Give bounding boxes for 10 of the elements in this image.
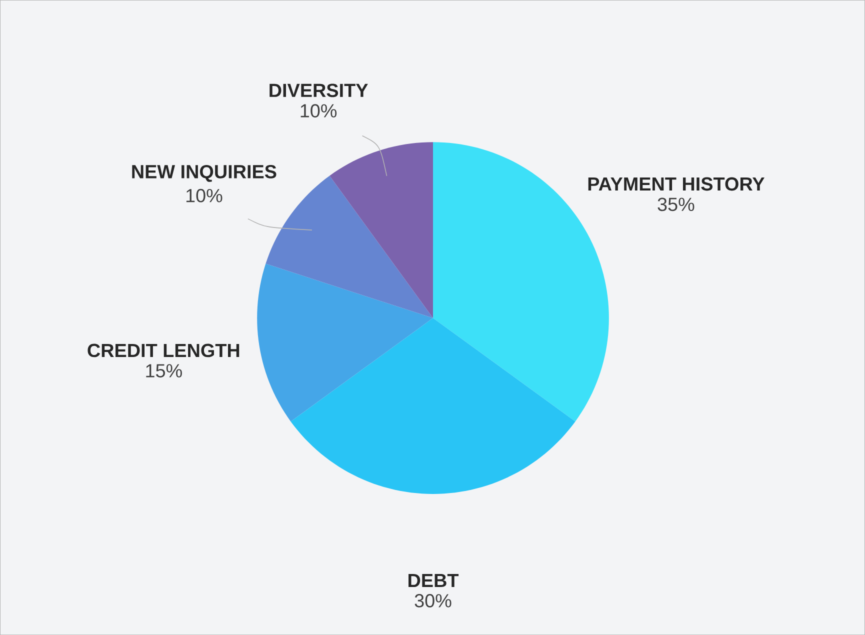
slice-label: DIVERSITY <box>270 84 368 98</box>
data-label: 35% <box>658 198 694 212</box>
data-label: 10% <box>300 104 337 118</box>
data-label: 30% <box>414 594 452 608</box>
data-label: 15% <box>146 364 182 378</box>
data-label: 10% <box>186 188 222 202</box>
slice-label: NEW INQUIRIES <box>132 164 276 182</box>
slice-label: DEBT <box>408 574 459 587</box>
slice-label: PAYMENT HISTORY <box>588 177 764 191</box>
slice-label: CREDIT LENGTH <box>88 344 240 358</box>
